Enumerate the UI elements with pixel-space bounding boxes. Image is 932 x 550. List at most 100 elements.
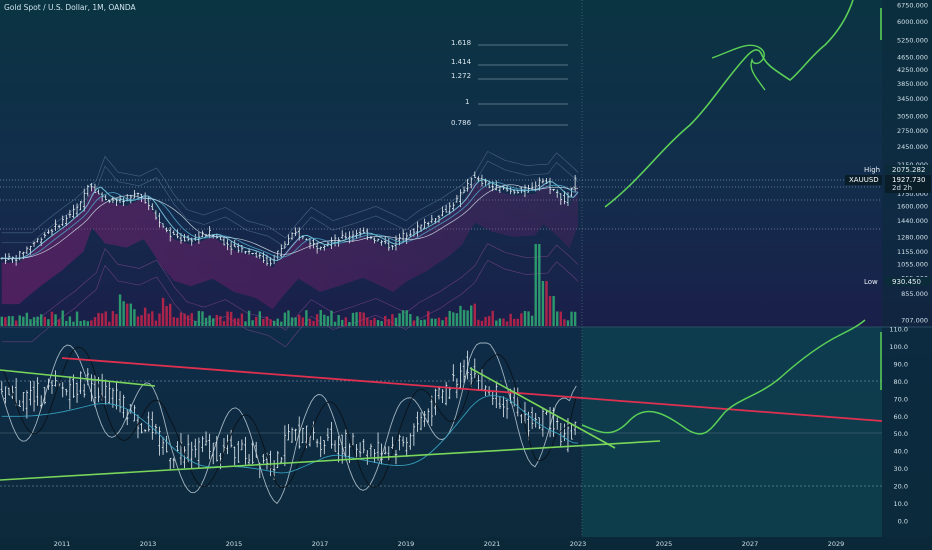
volume-bar [25,312,29,326]
price-tick-label: 707.000 [901,317,928,325]
volume-bars [0,244,577,326]
volume-bar [513,318,516,326]
volume-bar [527,311,530,326]
volume-bar [487,316,491,326]
volume-bar [312,320,315,326]
volume-bar [355,312,358,326]
fib-label-1618: 1.618 [451,39,471,47]
volume-bar [380,321,383,326]
symbol-title: Gold Spot / U.S. Dollar, 1M, OANDA [4,3,137,12]
price-tick-label: 6750.000 [897,2,928,10]
price-tick-label: 3850.000 [897,80,928,88]
volume-bar [280,321,283,326]
time-tick-label: 2019 [398,540,415,548]
volume-bar [369,320,373,326]
volume-bar [566,320,570,326]
volume-bar [319,310,322,326]
volume-bar [22,316,25,326]
volume-bar [269,319,272,326]
volume-bar [169,303,172,326]
volume-bar [419,320,423,326]
moving-average-line [1,178,579,262]
price-tick-label: 1280.000 [897,234,928,242]
moving-average-line [1,184,579,259]
low-value-box [885,277,931,286]
envelope-line [1,151,579,239]
volume-bar [240,313,244,326]
osc-tick-label: 40.0 [894,448,908,456]
volume-bar [473,303,476,326]
volume-bar [90,320,93,326]
volume-bar [376,320,380,326]
oscillator-pane [0,319,883,505]
price-candles [0,171,577,267]
high-value-box [885,165,931,174]
volume-bar [197,310,201,326]
volume-bar [122,301,125,326]
osc-tick-label: 90.0 [894,360,908,368]
volume-bar [50,311,54,326]
time-tick-label: 2023 [570,540,587,548]
volume-bar [563,319,566,326]
volume-bar [54,314,57,326]
volume-bar [455,313,459,326]
volume-bar [484,316,487,326]
price-tick-label: 1440.000 [897,217,928,225]
volume-bar [233,318,236,326]
volume-bar [151,311,154,326]
volume-bar [172,317,175,326]
volume-bar [423,319,426,326]
volume-bar [344,317,347,326]
volume-bar [229,311,233,326]
moving-averages [1,178,579,262]
volume-bar [326,316,330,326]
volume-bar [0,316,3,326]
price-projection-line [604,0,854,208]
price-pane-bg [0,0,932,327]
volume-bar [448,310,451,326]
volume-bar [129,303,132,326]
fib-label-0786: 0.786 [451,119,472,127]
volume-bar [556,311,559,326]
time-tick-label: 2027 [742,540,759,548]
volume-bar [215,314,218,326]
volume-bar [32,317,36,326]
volume-bar [161,297,165,326]
volume-bar [219,316,222,326]
volume-bar [18,315,21,326]
volume-bar [104,311,107,326]
volume-bar [348,321,351,326]
volume-bar [204,317,208,326]
volume-bar [100,313,104,326]
volume-bar [47,319,50,326]
current-symbol: XAUUSD [849,176,879,184]
volume-bar [108,321,111,326]
volume-bar [272,320,276,326]
volume-bar [498,318,502,326]
volume-bar [7,316,11,326]
oscillator-projection-line [581,319,866,435]
envelope-bands [1,151,579,348]
volume-bar [384,315,387,326]
price-tick-label: 4650.000 [897,54,928,62]
volume-bar [530,315,534,326]
osc-tick-label: 60.0 [894,413,908,421]
volume-bar [315,314,319,326]
volume-bar [251,320,254,326]
volume-bar [244,321,247,326]
volume-bar [358,311,362,326]
envelope-line [1,243,579,331]
volume-bar [480,320,484,326]
volume-bar [186,315,190,326]
volume-bar [520,313,523,326]
oscillator-axis: 110.0 100.0 90.0 80.0 70.0 60.0 50.0 40.0 30.0 20… [889,326,908,526]
current-countdown: 2d 2h [892,184,912,192]
fib-label-1272: 1.272 [451,72,471,80]
price-tick-label: 5250.000 [897,37,928,45]
volume-bar [301,317,304,326]
volume-bar [391,314,394,326]
current-symbol-box [845,175,882,185]
fib-label-1: 1 [465,98,469,106]
volume-bar [444,316,448,326]
volume-bar [290,317,294,326]
